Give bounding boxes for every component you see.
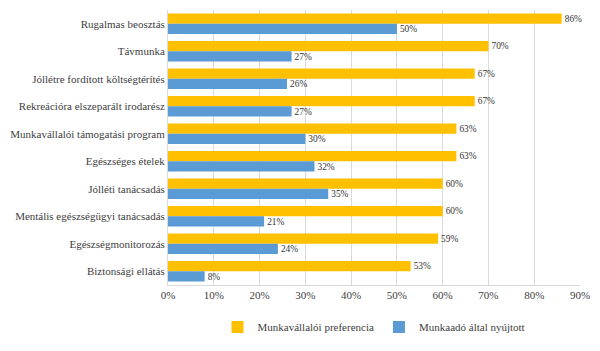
svg-text:35%: 35% bbox=[331, 189, 348, 199]
svg-text:90%: 90% bbox=[570, 289, 590, 301]
svg-text:Rugalmas beosztás: Rugalmas beosztás bbox=[81, 18, 165, 30]
svg-text:Munkavállalói támogatási progr: Munkavállalói támogatási program bbox=[10, 128, 165, 140]
svg-text:Egészségmonitorozás: Egészségmonitorozás bbox=[69, 238, 164, 250]
svg-text:Munkavállalói preferencia: Munkavállalói preferencia bbox=[258, 321, 374, 333]
svg-text:Egészséges ételek: Egészséges ételek bbox=[86, 155, 166, 167]
svg-text:70%: 70% bbox=[491, 41, 508, 51]
svg-text:Mentális egészségügyi tanácsad: Mentális egészségügyi tanácsadás bbox=[15, 210, 165, 222]
svg-text:50%: 50% bbox=[387, 289, 407, 301]
svg-text:8%: 8% bbox=[208, 272, 221, 282]
svg-text:Jólléti tanácsadás: Jólléti tanácsadás bbox=[88, 183, 165, 195]
svg-text:86%: 86% bbox=[565, 14, 582, 24]
svg-text:21%: 21% bbox=[267, 217, 284, 227]
svg-text:26%: 26% bbox=[290, 79, 307, 89]
svg-text:60%: 60% bbox=[446, 179, 463, 189]
svg-text:30%: 30% bbox=[308, 134, 325, 144]
svg-text:30%: 30% bbox=[295, 289, 315, 301]
svg-text:24%: 24% bbox=[281, 244, 298, 254]
svg-text:63%: 63% bbox=[459, 151, 476, 161]
svg-text:40%: 40% bbox=[341, 289, 361, 301]
svg-text:32%: 32% bbox=[318, 162, 335, 172]
svg-text:50%: 50% bbox=[400, 24, 417, 34]
svg-text:80%: 80% bbox=[524, 289, 544, 301]
svg-text:Jóllétre fordított költségtérí: Jóllétre fordított költségtérítés bbox=[32, 73, 165, 85]
svg-text:Munkaadó által nyújtott: Munkaadó által nyújtott bbox=[419, 321, 525, 333]
svg-text:67%: 67% bbox=[478, 96, 495, 106]
svg-text:27%: 27% bbox=[295, 107, 312, 117]
svg-text:20%: 20% bbox=[249, 289, 269, 301]
svg-text:27%: 27% bbox=[295, 52, 312, 62]
svg-text:53%: 53% bbox=[414, 261, 431, 271]
svg-text:10%: 10% bbox=[204, 289, 224, 301]
svg-text:Rekreációra elszeparált irodar: Rekreációra elszeparált irodarész bbox=[19, 100, 165, 112]
svg-text:0%: 0% bbox=[161, 289, 176, 301]
svg-text:67%: 67% bbox=[478, 69, 495, 79]
svg-text:59%: 59% bbox=[441, 234, 458, 244]
svg-text:60%: 60% bbox=[433, 289, 453, 301]
svg-text:60%: 60% bbox=[446, 206, 463, 216]
svg-text:Biztonsági ellátás: Biztonsági ellátás bbox=[87, 265, 165, 277]
svg-text:63%: 63% bbox=[459, 124, 476, 134]
svg-text:Távmunka: Távmunka bbox=[118, 45, 165, 57]
svg-text:70%: 70% bbox=[478, 289, 498, 301]
